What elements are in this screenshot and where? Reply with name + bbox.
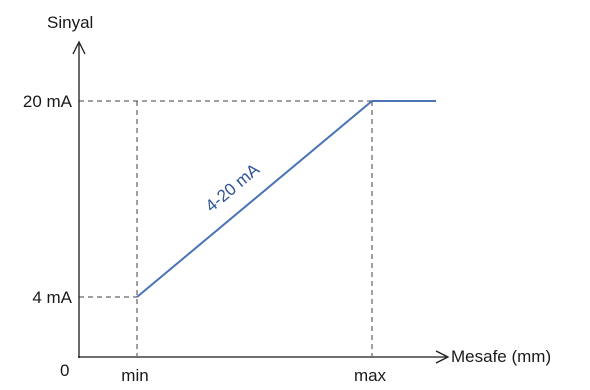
y-tick-20ma: 20 mA [23, 92, 73, 111]
series-label: 4-20 mA [202, 159, 264, 215]
x-axis-arrow [435, 350, 450, 364]
y-tick-4ma: 4 mA [32, 288, 72, 307]
x-axis-label: Mesafe (mm) [451, 347, 551, 366]
signal-curve [136, 100, 436, 298]
origin-label: 0 [60, 361, 69, 380]
x-tick-min: min [121, 366, 148, 385]
x-tick-max: max [354, 366, 387, 385]
y-axis-label: Sinyal [47, 13, 93, 32]
y-axis-arrow [72, 40, 86, 55]
